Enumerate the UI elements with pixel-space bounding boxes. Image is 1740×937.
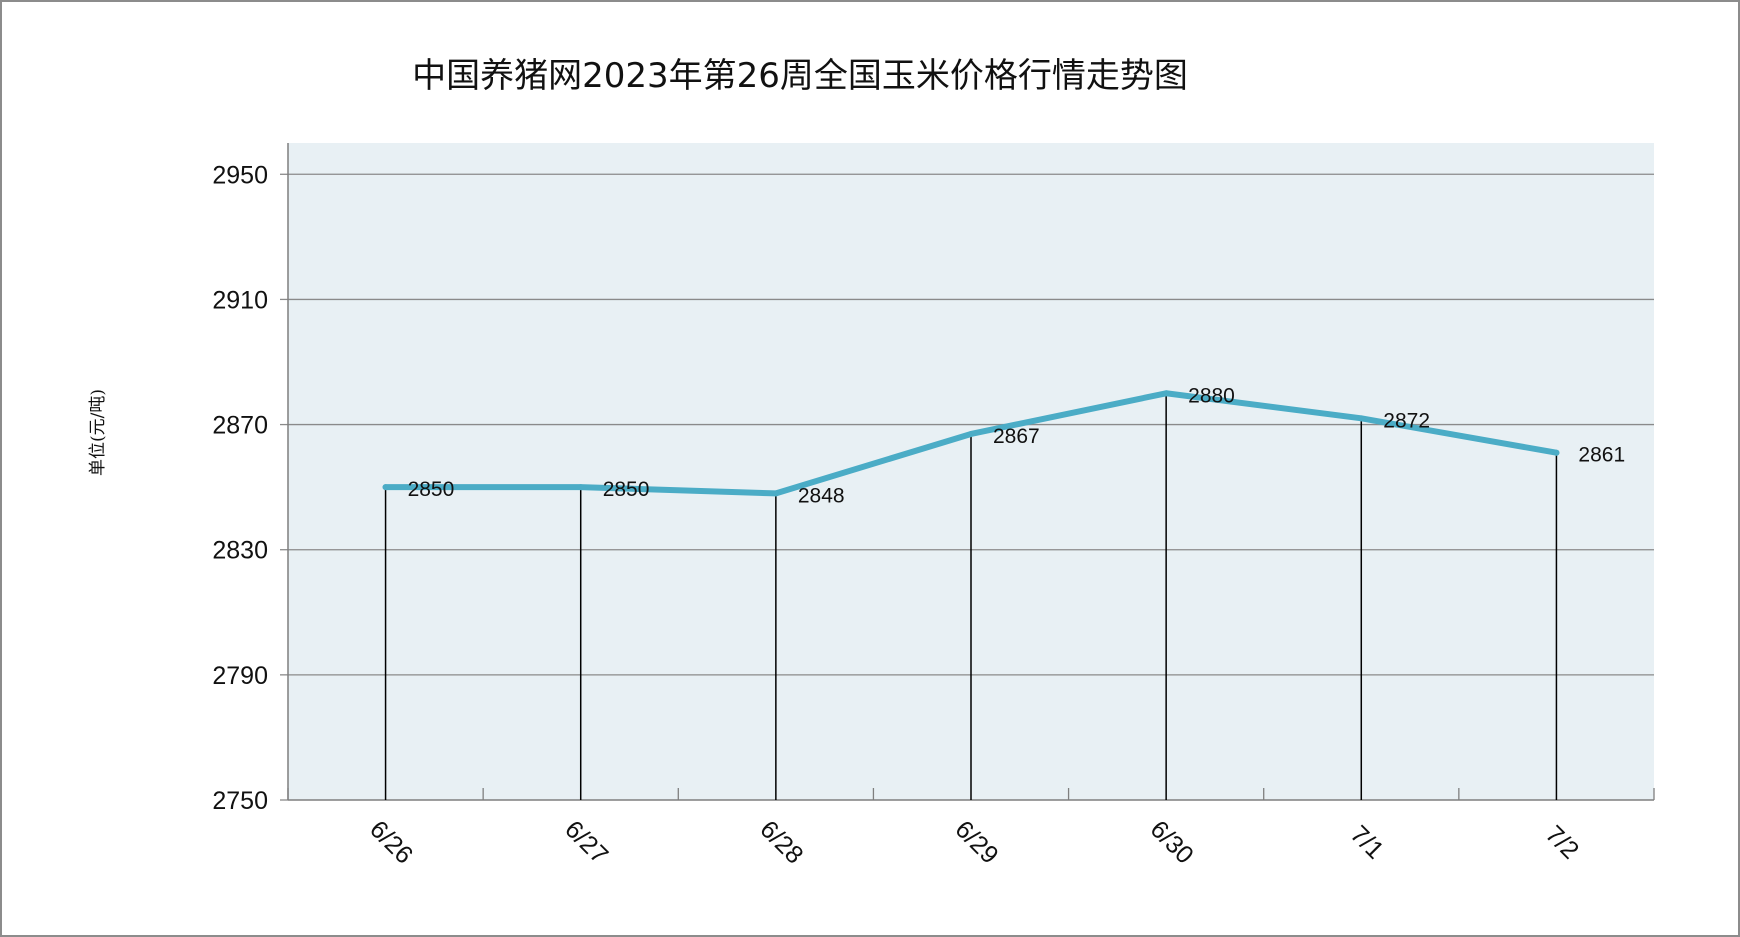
data-label: 2850 (603, 478, 650, 501)
data-label: 2861 (1578, 444, 1625, 467)
x-tick-label: 6/26 (364, 815, 418, 869)
data-label: 2867 (993, 425, 1040, 448)
data-label: 2850 (408, 478, 455, 501)
y-tick-label: 2830 (212, 537, 268, 565)
data-point (968, 430, 974, 437)
data-point (772, 490, 779, 497)
y-tick-label: 2950 (212, 161, 268, 189)
data-point (1553, 449, 1560, 456)
x-tick-label: 6/27 (559, 815, 613, 869)
y-tick-label: 2790 (212, 662, 268, 690)
data-label: 2872 (1383, 409, 1430, 432)
y-tick-label: 2910 (212, 286, 268, 314)
data-point (1163, 390, 1170, 397)
y-tick-label: 2750 (212, 787, 268, 815)
data-point (1358, 415, 1365, 422)
data-point (577, 484, 584, 491)
x-tick-label: 7/1 (1345, 820, 1389, 864)
x-tick-label: 6/29 (950, 815, 1004, 869)
y-tick-label: 2870 (212, 412, 268, 440)
x-tick-label: 7/2 (1540, 820, 1584, 864)
data-label: 2880 (1188, 384, 1235, 407)
data-label: 2848 (798, 484, 845, 507)
x-tick-label: 6/30 (1145, 815, 1199, 869)
chart-title: 中国养猪网2023年第26周全国玉米价格行情走势图 (412, 56, 1188, 96)
x-tick-label: 6/28 (754, 815, 808, 869)
data-point (382, 484, 389, 491)
